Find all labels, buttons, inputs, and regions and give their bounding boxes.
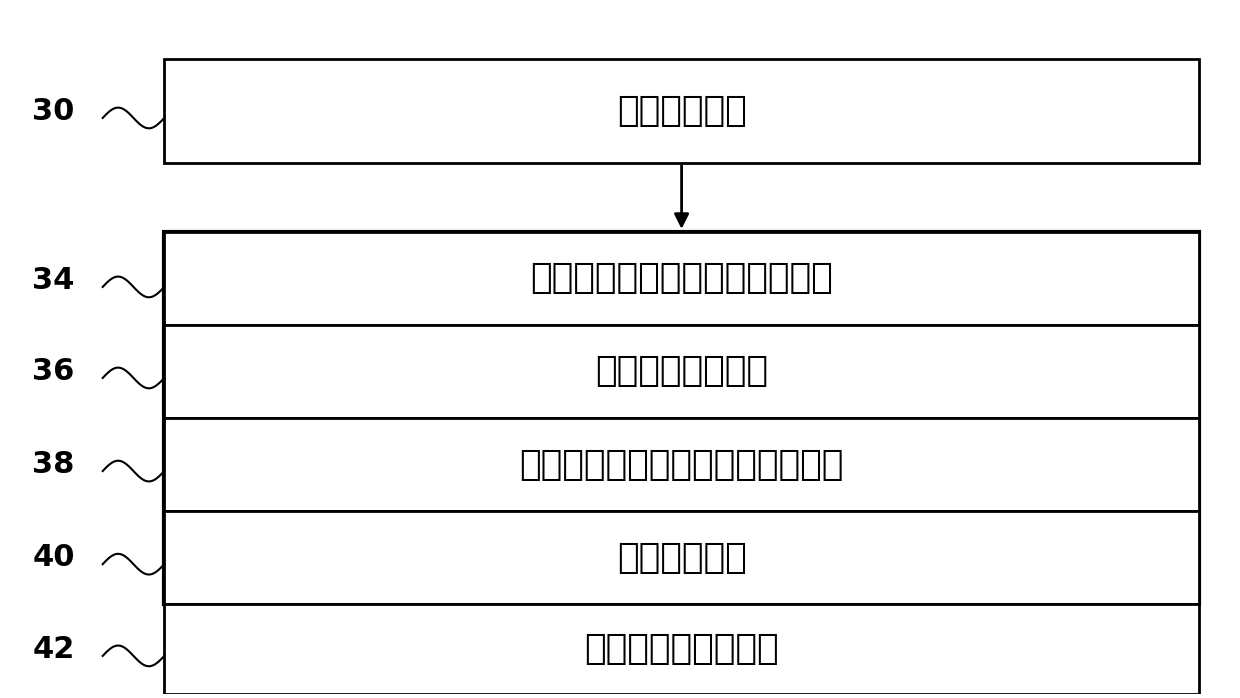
Text: 40: 40 bbox=[32, 543, 74, 572]
Bar bbox=[164, 232, 1199, 604]
Text: 迭代形状演进: 迭代形状演进 bbox=[616, 541, 746, 574]
Text: 应用到用于分割的机器学习模型: 应用到用于分割的机器学习模型 bbox=[531, 261, 833, 295]
Text: 加载医学数据: 加载医学数据 bbox=[616, 94, 746, 128]
Text: 提取深度学习特征: 提取深度学习特征 bbox=[595, 355, 768, 388]
Text: 38: 38 bbox=[32, 450, 74, 479]
Text: 实施针对如何分割的强化学习策略: 实施针对如何分割的强化学习策略 bbox=[520, 447, 843, 482]
Text: 34: 34 bbox=[32, 265, 74, 295]
Text: 36: 36 bbox=[32, 357, 74, 385]
Bar bbox=[164, 418, 1199, 511]
Text: 30: 30 bbox=[32, 96, 74, 126]
Bar bbox=[164, 511, 1199, 604]
Text: 使用分割来渲染图像: 使用分割来渲染图像 bbox=[584, 632, 779, 666]
Bar bbox=[164, 232, 1199, 325]
Bar bbox=[164, 325, 1199, 418]
Bar bbox=[164, 604, 1199, 694]
Bar bbox=[164, 59, 1199, 163]
Text: 42: 42 bbox=[32, 634, 74, 664]
